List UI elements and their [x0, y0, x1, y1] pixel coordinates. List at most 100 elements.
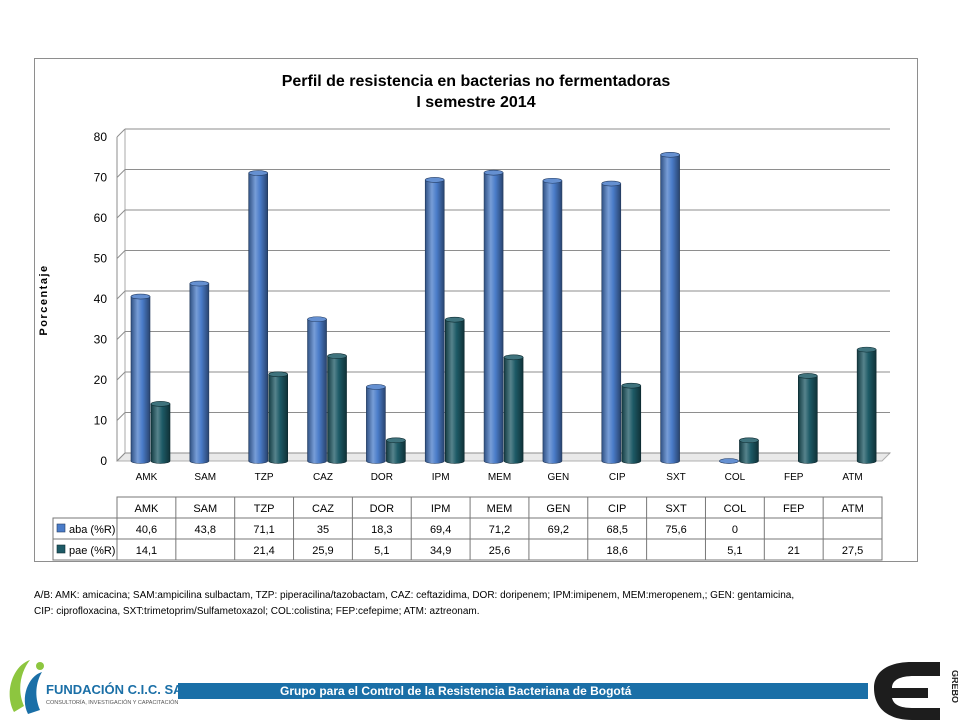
table-value-cell: 69,2: [548, 524, 569, 536]
table-value-cell: 27,5: [842, 545, 863, 557]
y-tick-label: 0: [100, 454, 107, 468]
y-axis-label: Porcentaje: [38, 264, 50, 336]
bar-cap: [248, 170, 268, 176]
table-value-cell: 35: [317, 524, 329, 536]
y-tick-label: 80: [94, 130, 108, 144]
bar-cap: [542, 177, 563, 184]
gridline-depth: [116, 250, 126, 259]
bar-aba-DOR: [366, 386, 386, 464]
logo-swirl-green: [9, 660, 30, 712]
bar-aba-MEM: [483, 172, 504, 464]
y-tick-label: 70: [94, 171, 108, 185]
table-value-cell: 34,9: [430, 545, 451, 557]
table-value-cell: 43,8: [195, 524, 216, 536]
chart-title: Perfil de resistencia en bacterias no fe…: [35, 71, 917, 113]
table-header-cell: SAM: [193, 503, 217, 515]
table-header-cell: FEP: [783, 503, 804, 515]
bar-aba-TZP: [248, 172, 268, 464]
gridline-depth: [116, 412, 126, 421]
bar-aba-CAZ: [307, 318, 327, 464]
bar-pae-FEP: [798, 375, 818, 464]
table-header-cell: IPM: [431, 503, 451, 515]
table-header-cell: SXT: [665, 503, 687, 515]
x-tick-label: SAM: [194, 472, 216, 483]
bar-pae-DOR: [386, 440, 406, 464]
bar-cap: [307, 316, 327, 323]
bar-cap: [503, 354, 524, 361]
chart-floor: [115, 452, 892, 462]
bar-pae-ATM: [856, 349, 877, 464]
table-header-cell: CAZ: [312, 503, 334, 515]
bar-cap: [268, 371, 288, 378]
footer-banner-text: Grupo para el Control de la Resistencia …: [280, 684, 632, 698]
x-tick-label: FEP: [784, 472, 804, 483]
y-tick-label: 30: [94, 333, 108, 347]
bar-pae-COL: [739, 440, 759, 464]
grebo-logo-text: GREBO: [950, 670, 958, 703]
table-value-cell: 69,4: [430, 524, 451, 536]
bar-cap: [483, 169, 504, 176]
table-header-cell: ATM: [841, 503, 863, 515]
table-value-cell: 18,3: [371, 524, 392, 536]
table-value-cell: 18,6: [606, 545, 627, 557]
x-tick-label: DOR: [371, 472, 393, 483]
grebo-logo-shape: [874, 662, 940, 720]
y-tick-label: 50: [94, 252, 108, 266]
x-tick-label: CAZ: [313, 472, 333, 483]
bar-pae-TZP: [268, 374, 288, 464]
footer-banner: [178, 683, 868, 699]
bar-aba-SXT: [660, 154, 680, 464]
caption-line-2: CIP: ciprofloxacina, SXT:trimetoprim/Sul…: [34, 606, 480, 617]
footer: Grupo para el Control de la Resistencia …: [0, 650, 960, 720]
gridline-depth: [116, 290, 126, 300]
logo-left-subtitle: CONSULTORÍA, INVESTIGACIÓN Y CAPACITACIÓ…: [46, 699, 178, 706]
bar-cap: [601, 180, 622, 187]
logo-swirl-blue: [24, 672, 42, 714]
bar-pae-IPM: [444, 319, 465, 464]
bar-pae-AMK: [150, 403, 171, 464]
table-header-cell: AMK: [135, 503, 160, 515]
legend-label: aba (%R): [69, 524, 115, 536]
bar-aba-GEN: [542, 180, 563, 464]
x-tick-label: CIP: [609, 472, 626, 483]
legend-swatch: [56, 523, 66, 533]
bar-cap: [444, 316, 465, 323]
table-header-cell: MEM: [487, 503, 513, 515]
chart-svg: 0 10 20 30 40 50 60 70 80 AMK SAM TZP CAZ DOR IPM MEM GE…: [52, 128, 892, 561]
gridline-depth: [116, 452, 126, 462]
x-tick-label: GEN: [548, 472, 570, 483]
bar-cap: [189, 280, 210, 287]
table-header-cell: DOR: [370, 503, 395, 515]
x-tick-label: SXT: [666, 472, 685, 483]
table-value-cell: 25,6: [489, 545, 510, 557]
x-tick-label: IPM: [432, 472, 450, 483]
table-value-cell: 5,1: [727, 545, 742, 557]
x-tick-label: ATM: [842, 472, 862, 483]
logo-dot: [36, 662, 44, 670]
bar-cap: [719, 458, 739, 464]
table-value-cell: 25,9: [312, 545, 333, 557]
bar-aba-IPM: [424, 179, 445, 464]
table-header-cell: TZP: [254, 503, 275, 515]
fundacion-cic-salud-logo: FUNDACIÓN C.I.C. SALUD CONSULTORÍA, INVE…: [9, 660, 182, 714]
bar-cap: [798, 373, 818, 379]
x-tick-label: TZP: [255, 472, 274, 483]
bar-aba-CIP: [601, 183, 622, 464]
legend-label: pae (%R): [69, 545, 115, 557]
bar-aba-SAM: [189, 283, 210, 464]
chart-title-line-2: I semestre 2014: [416, 94, 536, 111]
chart-frame: 0 10 20 30 40 50 60 70 80 AMK SAM TZP CAZ DOR IPM MEM GE…: [34, 58, 918, 562]
abbreviations-caption: A/B: AMK: amicacina; SAM:ampicilina sulb…: [34, 588, 934, 620]
bar-cap: [150, 401, 171, 407]
table-value-cell: 14,1: [136, 545, 157, 557]
table-header-cell: CIP: [608, 503, 626, 515]
x-tick-label: AMK: [136, 472, 158, 483]
y-tick-label: 10: [94, 414, 108, 428]
table-value-cell: 40,6: [136, 524, 157, 536]
bar-cap: [386, 437, 406, 444]
bar-cap: [621, 382, 642, 389]
bar-pae-CIP: [621, 385, 642, 464]
chart-title-line-1: Perfil de resistencia en bacterias no fe…: [281, 73, 671, 90]
gridline-depth: [116, 209, 126, 219]
grebo-logo: GREBO: [874, 662, 958, 720]
